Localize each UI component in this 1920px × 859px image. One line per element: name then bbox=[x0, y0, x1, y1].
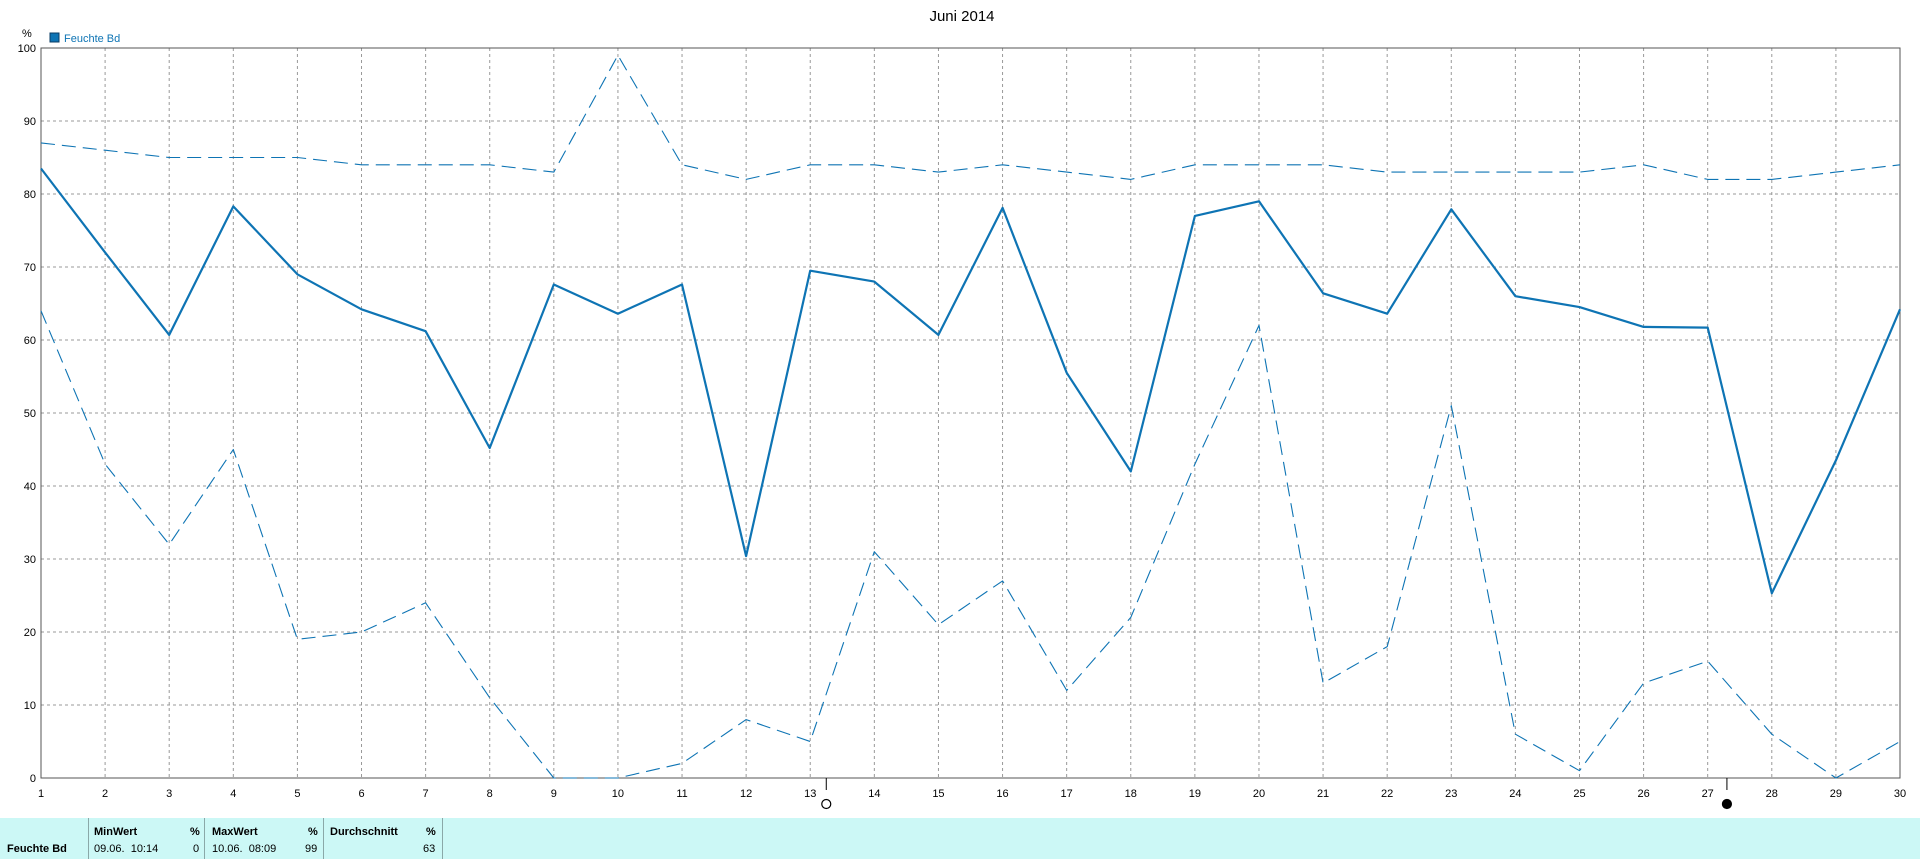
x-tick-label: 10 bbox=[612, 788, 624, 800]
x-tick-label: 17 bbox=[1061, 788, 1073, 800]
x-tick-label: 26 bbox=[1637, 788, 1649, 800]
x-tick-label: 14 bbox=[868, 788, 880, 800]
stats-avg-header: Durchschnitt bbox=[330, 826, 398, 838]
legend-label: Feuchte Bd bbox=[64, 33, 120, 45]
y-tick-label: 30 bbox=[24, 554, 36, 566]
x-tick-label: 15 bbox=[932, 788, 944, 800]
x-tick-label: 1 bbox=[38, 788, 44, 800]
series-line-average bbox=[40, 167, 1902, 595]
stats-avg-value: 63 bbox=[423, 843, 436, 855]
x-tick-label: 16 bbox=[996, 788, 1008, 800]
stats-max-unit: % bbox=[308, 826, 318, 838]
x-tick-label: 5 bbox=[294, 788, 300, 800]
series-line-max bbox=[40, 54, 1901, 180]
stats-min-datetime: 09.06. 10:14 bbox=[94, 843, 159, 855]
x-tick-label: 24 bbox=[1509, 788, 1521, 800]
x-tick-label: 27 bbox=[1702, 788, 1714, 800]
y-tick-label: 80 bbox=[24, 189, 36, 201]
y-tick-label: 0 bbox=[30, 773, 36, 785]
x-tick-label: 2 bbox=[102, 788, 108, 800]
stats-series-cell: Feuchte Bd bbox=[0, 818, 88, 859]
stats-avg-cell: Durchschnitt % 63 bbox=[323, 818, 443, 859]
y-tick-label: 70 bbox=[24, 262, 36, 274]
y-tick-label: 60 bbox=[24, 335, 36, 347]
chart-title: Juni 2014 bbox=[929, 8, 994, 25]
stats-min-value: 0 bbox=[193, 843, 200, 855]
x-tick-label: 19 bbox=[1189, 788, 1201, 800]
new-moon-icon bbox=[821, 798, 832, 810]
x-tick-label: 3 bbox=[166, 788, 172, 800]
stats-max-header: MaxWert bbox=[212, 826, 258, 838]
series-line-min bbox=[40, 310, 1901, 779]
y-tick-label: 100 bbox=[18, 43, 36, 55]
stats-max-value: 99 bbox=[305, 843, 318, 855]
stats-max-datetime: 10.06. 08:09 bbox=[212, 843, 277, 855]
stats-max-cell: MaxWert % 10.06. 08:09 99 bbox=[204, 818, 324, 859]
stats-series-label: Feuchte Bd bbox=[7, 843, 67, 855]
x-tick-label: 28 bbox=[1766, 788, 1778, 800]
y-axis-unit-label: % bbox=[22, 28, 32, 40]
chart-area: 0 10 20 30 40 50 60 70 80 90 100 1 2 3 4 5 6 7 8 9 10 11 12 13 1… bbox=[18, 8, 1906, 810]
x-tick-label: 22 bbox=[1381, 788, 1393, 800]
x-tick-label: 25 bbox=[1573, 788, 1585, 800]
x-tick-label: 6 bbox=[358, 788, 364, 800]
stats-bar: Feuchte Bd MinWert % 09.06. 10:14 0 MaxW… bbox=[0, 818, 1920, 859]
y-tick-label: 90 bbox=[24, 116, 36, 128]
x-tick-label: 8 bbox=[487, 788, 493, 800]
plot-frame bbox=[40, 47, 1901, 779]
y-tick-label: 10 bbox=[24, 700, 36, 712]
x-tick-label: 30 bbox=[1894, 788, 1906, 800]
stats-min-unit: % bbox=[190, 826, 200, 838]
x-tick-label: 21 bbox=[1317, 788, 1329, 800]
x-tick-label: 29 bbox=[1830, 788, 1842, 800]
x-tick-label: 7 bbox=[423, 788, 429, 800]
x-tick-label: 20 bbox=[1253, 788, 1265, 800]
stats-min-cell: MinWert % 09.06. 10:14 0 bbox=[88, 818, 205, 859]
x-tick-label: 23 bbox=[1445, 788, 1457, 800]
stats-min-header: MinWert bbox=[94, 826, 138, 838]
x-tick-label: 4 bbox=[230, 788, 236, 800]
stats-avg-unit: % bbox=[426, 826, 436, 838]
x-tick-label: 18 bbox=[1125, 788, 1137, 800]
x-tick-label: 12 bbox=[740, 788, 752, 800]
y-tick-label: 20 bbox=[24, 627, 36, 639]
y-tick-label: 40 bbox=[24, 481, 36, 493]
full-moon-icon bbox=[1721, 798, 1733, 810]
x-tick-label: 9 bbox=[551, 788, 557, 800]
x-tick-label: 13 bbox=[804, 788, 816, 800]
y-tick-label: 50 bbox=[24, 408, 36, 420]
legend-swatch bbox=[49, 32, 60, 43]
x-tick-label: 11 bbox=[676, 788, 687, 800]
